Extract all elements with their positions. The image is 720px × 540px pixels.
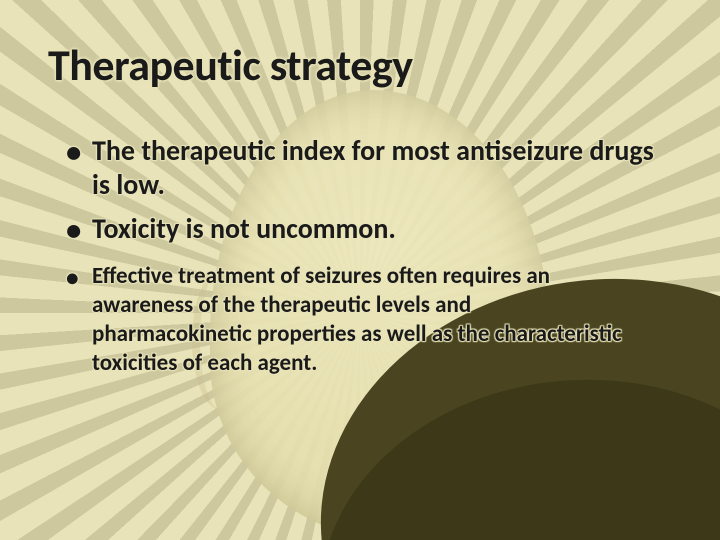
bullet-item: Effective treatment of seizures often re…	[66, 262, 672, 377]
slide: Therapeutic strategy The therapeutic ind…	[0, 0, 720, 540]
content-area: Therapeutic strategy The therapeutic ind…	[0, 0, 720, 540]
bullet-item: Toxicity is not uncommon.	[66, 212, 672, 246]
slide-title: Therapeutic strategy	[48, 38, 672, 92]
bullet-list: The therapeutic index for most antiseizu…	[48, 134, 672, 377]
bullet-item: The therapeutic index for most antiseizu…	[66, 134, 672, 202]
